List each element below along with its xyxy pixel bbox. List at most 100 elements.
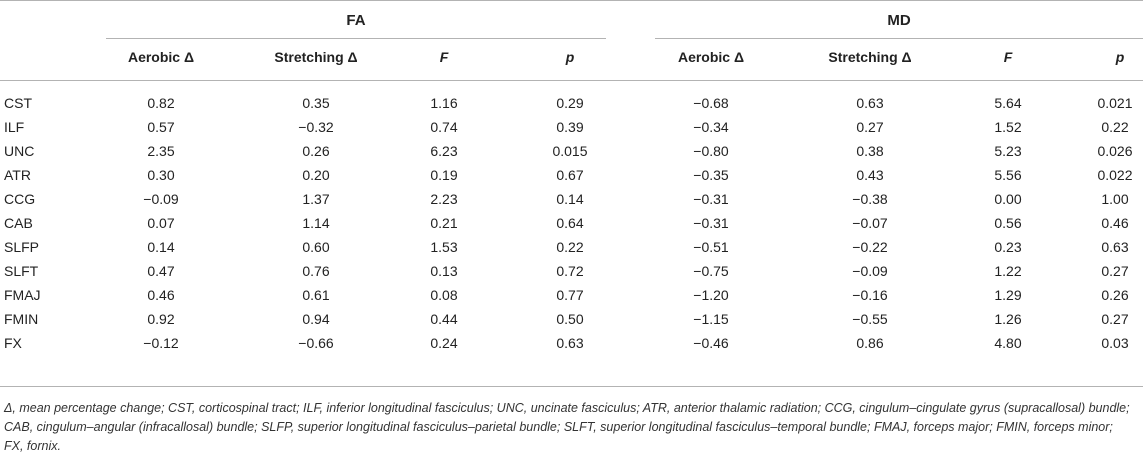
cell: −0.09: [852, 263, 888, 279]
col-header-md-stretching: Stretching Δ: [828, 49, 912, 65]
cell: 5.56: [994, 167, 1022, 183]
cell: 1.37: [302, 191, 330, 207]
cell: 0.26: [302, 143, 330, 159]
cell: 0.43: [856, 167, 884, 183]
col-header-md-aerobic: Aerobic Δ: [677, 49, 745, 65]
group-header-md: MD: [887, 12, 911, 29]
cell: 2.23: [430, 191, 458, 207]
col-header-fa-f: F: [439, 49, 449, 65]
table-row: CAB 0.07 1.14 0.21 0.64 −0.31 −0.07 0.56…: [0, 215, 1143, 239]
cell: −0.38: [852, 191, 888, 207]
top-rule: [0, 0, 1143, 1]
row-label: CCG: [4, 191, 36, 207]
cell: 5.23: [994, 143, 1022, 159]
cell: 1.16: [430, 95, 458, 111]
cell: 0.61: [302, 287, 330, 303]
col-header-fa-stretching: Stretching Δ: [274, 49, 358, 65]
row-label: ATR: [4, 167, 31, 183]
row-label: CST: [4, 95, 32, 111]
table-row: SLFP 0.14 0.60 1.53 0.22 −0.51 −0.22 0.2…: [0, 239, 1143, 263]
cell: 1.14: [302, 215, 330, 231]
table-row: ILF 0.57 −0.32 0.74 0.39 −0.34 0.27 1.52…: [0, 119, 1143, 143]
cell: 0.82: [147, 95, 175, 111]
cell: −0.55: [852, 311, 888, 327]
cell: −0.07: [852, 215, 888, 231]
row-label: FMAJ: [4, 287, 41, 303]
cell: −0.75: [693, 263, 729, 279]
table-row: FX −0.12 −0.66 0.24 0.63 −0.46 0.86 4.80…: [0, 335, 1143, 359]
cell: 0.27: [856, 119, 884, 135]
cell: 0.67: [556, 167, 584, 183]
cell: 0.03: [1101, 335, 1129, 351]
row-label: CAB: [4, 215, 33, 231]
cell: −0.22: [852, 239, 888, 255]
cell: 1.26: [994, 311, 1022, 327]
table-row: CST 0.82 0.35 1.16 0.29 −0.68 0.63 5.64 …: [0, 95, 1143, 119]
cell: 0.57: [147, 119, 175, 135]
cell: 0.60: [302, 239, 330, 255]
cell: 0.77: [556, 287, 584, 303]
cell: 0.24: [430, 335, 458, 351]
cell: −0.32: [298, 119, 334, 135]
group-header-fa: FA: [346, 12, 366, 29]
table-row: UNC 2.35 0.26 6.23 0.015 −0.80 0.38 5.23…: [0, 143, 1143, 167]
cell: −0.51: [693, 239, 729, 255]
cell: 0.44: [430, 311, 458, 327]
table-footnote: Δ, mean percentage change; CST, corticos…: [4, 401, 1130, 453]
col-header-md-p: p: [1115, 49, 1125, 65]
cell: 1.52: [994, 119, 1022, 135]
cell: −0.46: [693, 335, 729, 351]
col-header-md-f: F: [1003, 49, 1013, 65]
cell: 0.50: [556, 311, 584, 327]
cell: 0.29: [556, 95, 584, 111]
row-label: SLFP: [4, 239, 40, 255]
cell: 0.63: [556, 335, 584, 351]
cell: 0.63: [856, 95, 884, 111]
cell: 0.46: [147, 287, 175, 303]
cell: 4.80: [994, 335, 1022, 351]
bottom-rule: [0, 386, 1143, 387]
row-label: UNC: [4, 143, 35, 159]
cell: 0.13: [430, 263, 458, 279]
cell: 5.64: [994, 95, 1022, 111]
cell: 0.64: [556, 215, 584, 231]
cell: 0.92: [147, 311, 175, 327]
cell: 0.94: [302, 311, 330, 327]
cell: 0.00: [994, 191, 1022, 207]
cell: 0.63: [1101, 239, 1129, 255]
cell: 0.07: [147, 215, 175, 231]
cell: 0.76: [302, 263, 330, 279]
cell: 0.30: [147, 167, 175, 183]
cell: −0.31: [693, 191, 729, 207]
row-label: FX: [4, 335, 22, 351]
cell: 0.08: [430, 287, 458, 303]
cell: 0.14: [556, 191, 584, 207]
table-row: SLFT 0.47 0.76 0.13 0.72 −0.75 −0.09 1.2…: [0, 263, 1143, 287]
col-header-fa-aerobic: Aerobic Δ: [127, 49, 195, 65]
cell: 1.53: [430, 239, 458, 255]
cell: 6.23: [430, 143, 458, 159]
cell: −0.09: [143, 191, 179, 207]
cell: 2.35: [147, 143, 175, 159]
cell: −0.12: [143, 335, 179, 351]
cell: −0.31: [693, 215, 729, 231]
cell: −0.68: [693, 95, 729, 111]
row-label: SLFT: [4, 263, 39, 279]
cell: 0.021: [1097, 95, 1133, 111]
cell: 0.022: [1097, 167, 1133, 183]
cell: 0.27: [1101, 263, 1129, 279]
cell: −0.35: [693, 167, 729, 183]
cell: 0.56: [994, 215, 1022, 231]
cell: 1.29: [994, 287, 1022, 303]
group-rule-fa: [106, 38, 606, 39]
cell: 0.46: [1101, 215, 1129, 231]
cell: −0.34: [693, 119, 729, 135]
cell: 0.72: [556, 263, 584, 279]
cell: 0.26: [1101, 287, 1129, 303]
group-rule-md: [655, 38, 1143, 39]
table-row: FMAJ 0.46 0.61 0.08 0.77 −1.20 −0.16 1.2…: [0, 287, 1143, 311]
cell: 0.23: [994, 239, 1022, 255]
cell: −1.15: [693, 311, 729, 327]
cell: 0.35: [302, 95, 330, 111]
